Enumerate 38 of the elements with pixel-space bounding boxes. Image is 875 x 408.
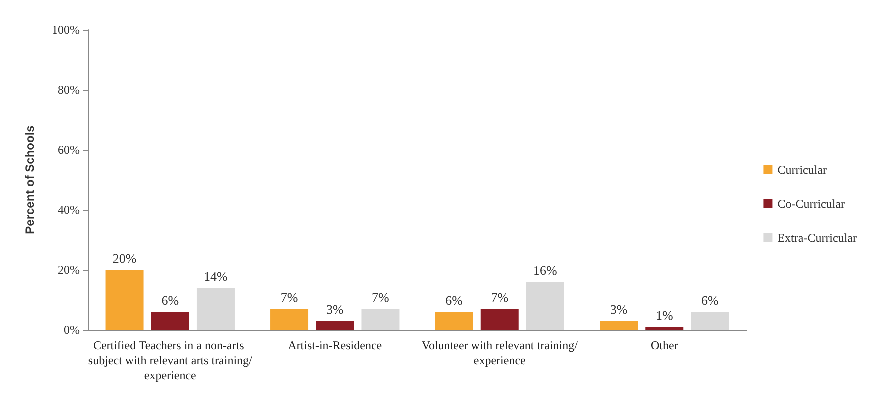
- data-label: 6%: [162, 293, 180, 308]
- x-tick-label: Certified Teachers in a non-arts subject with relevant arts training/experience: [88, 338, 254, 382]
- data-label: 7%: [372, 290, 390, 305]
- data-label: 7%: [280, 290, 298, 305]
- bar: [435, 312, 474, 330]
- bar: [526, 282, 564, 330]
- y-axis-title: Percent of Schools: [23, 125, 37, 234]
- data-label: 14%: [204, 269, 228, 284]
- bar: [362, 309, 400, 330]
- legend-label: Extra-Curricular: [778, 231, 858, 245]
- bar: [151, 312, 190, 330]
- y-tick-label: 20%: [58, 263, 80, 277]
- data-label: 3%: [326, 302, 344, 317]
- y-tick-label: 100%: [52, 23, 80, 37]
- bar: [646, 327, 684, 330]
- y-tick-label: 40%: [58, 203, 80, 217]
- bar: [106, 270, 144, 330]
- legend-label: Curricular: [778, 163, 828, 177]
- data-label: 20%: [112, 251, 137, 266]
- data-label: 16%: [534, 263, 558, 278]
- bar: [600, 321, 638, 330]
- data-label: 6%: [446, 293, 464, 308]
- x-tick-label: Artist-in-Residence: [288, 338, 382, 352]
- bar: [196, 288, 235, 330]
- data-label: 6%: [702, 293, 720, 308]
- bar: [316, 321, 354, 330]
- data-label: 3%: [610, 302, 628, 317]
- x-tick-label: Other: [650, 338, 678, 352]
- data-label: 7%: [491, 290, 509, 305]
- bar: [480, 309, 519, 330]
- bar: [270, 309, 309, 330]
- x-tick-label: Volunteer with relevant training/experience: [422, 338, 579, 368]
- legend-label: Co-Curricular: [778, 197, 846, 211]
- data-label: 1%: [656, 308, 674, 323]
- bar: [691, 312, 730, 330]
- y-tick-label: 80%: [58, 83, 80, 97]
- y-tick-label: 60%: [58, 143, 80, 157]
- y-tick-label: 0%: [64, 323, 80, 337]
